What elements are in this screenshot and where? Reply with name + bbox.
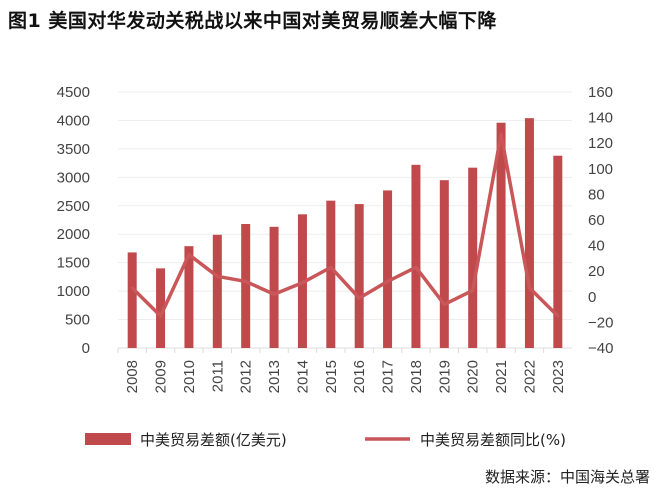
line-point-2012 [244, 279, 248, 283]
right-axis-tick: −20 [588, 314, 613, 331]
left-axis-tick: 2500 [57, 198, 90, 215]
line-point-2011 [215, 274, 219, 278]
bar-2010 [184, 246, 194, 348]
bar-2019 [439, 180, 449, 348]
x-axis-tick: 2021 [493, 360, 510, 393]
x-axis-tick: 2009 [153, 360, 170, 393]
x-axis-tick: 2014 [294, 360, 311, 393]
x-axis-tick: 2023 [550, 360, 567, 393]
legend-line-label: 中美贸易差额同比(%) [420, 431, 566, 449]
left-axis-tick: 3000 [57, 169, 90, 186]
x-axis-tick: 2008 [124, 360, 141, 393]
x-axis-tick: 2015 [323, 360, 340, 393]
line-point-2022 [527, 286, 531, 290]
line-point-2019 [442, 302, 446, 306]
right-axis-tick: 80 [588, 186, 605, 203]
bar-2017 [383, 190, 393, 348]
legend-bar-swatch [85, 433, 131, 445]
bar-2018 [411, 164, 421, 348]
line-series [130, 132, 560, 318]
right-axis-tick: 60 [588, 212, 605, 229]
bar-2008 [127, 252, 137, 348]
x-axis-tick: 2020 [465, 360, 482, 393]
left-axis-tick: 500 [65, 312, 90, 329]
line-point-2010 [187, 253, 191, 257]
left-axis-tick: 4000 [57, 112, 90, 129]
left-axis-tick: 0 [82, 340, 90, 357]
left-axis-tick: 1000 [57, 283, 90, 300]
line-point-2013 [272, 292, 276, 296]
right-axis-tick: 120 [588, 135, 613, 152]
left-axis-tick: 2000 [57, 226, 90, 243]
line-point-2018 [414, 265, 418, 269]
right-axis-tick: −40 [588, 340, 613, 357]
right-axis-tick: 160 [588, 84, 613, 101]
line-point-2021 [499, 132, 503, 136]
right-axis-tick: 40 [588, 238, 605, 255]
x-axis-tick: 2013 [266, 360, 283, 393]
line-point-2016 [357, 296, 361, 300]
x-axis-tick: 2017 [380, 360, 397, 393]
bar-2012 [241, 223, 251, 348]
line-point-2009 [159, 314, 163, 318]
right-axis-tick: 140 [588, 110, 613, 127]
line-point-2020 [471, 288, 475, 292]
chart-title: 图1 美国对华发动关税战以来中国对美贸易顺差大幅下降 [8, 10, 497, 32]
line-point-2014 [300, 281, 304, 285]
x-axis-tick: 2010 [181, 360, 198, 393]
source-note: 数据来源：中国海关总署 [484, 468, 650, 486]
line-point-2015 [329, 265, 333, 269]
bar-2013 [269, 226, 279, 348]
left-axis-tick: 3500 [57, 141, 90, 158]
x-axis-tick: 2011 [209, 360, 226, 392]
legend-bar-label: 中美贸易差额(亿美元) [140, 431, 287, 449]
bar-2022 [524, 118, 534, 349]
x-axis-tick: 2022 [521, 360, 538, 393]
x-axis-tick: 2012 [238, 360, 255, 393]
x-axis-tick: 2018 [408, 360, 425, 393]
line-point-2017 [386, 279, 390, 283]
bar-2016 [354, 204, 364, 348]
x-axis-tick: 2019 [436, 360, 453, 393]
bar-2020 [468, 167, 478, 348]
left-axis-tick: 4500 [57, 84, 90, 101]
bar-2023 [553, 155, 563, 348]
bar-2021 [496, 122, 506, 348]
bar-2015 [326, 200, 336, 348]
x-axis-tick: 2016 [351, 360, 368, 393]
bar-2009 [156, 268, 166, 348]
line-point-2023 [556, 314, 560, 318]
left-axis-tick: 1500 [57, 255, 90, 272]
right-axis-tick: 0 [588, 289, 596, 306]
right-axis-tick: 20 [588, 263, 605, 280]
line-point-2008 [130, 286, 134, 290]
bar-2011 [212, 234, 222, 348]
right-axis-tick: 100 [588, 161, 613, 178]
